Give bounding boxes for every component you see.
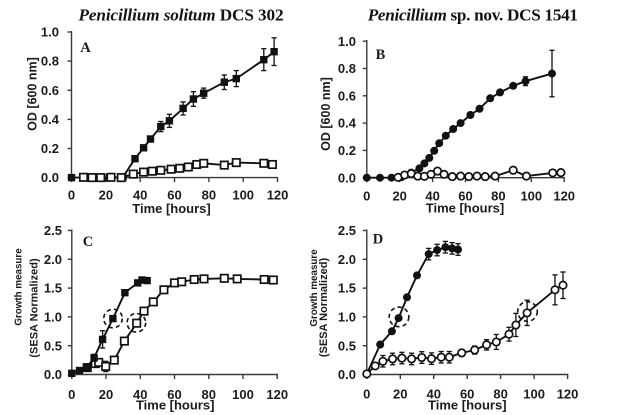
- svg-text:120: 120: [553, 188, 575, 203]
- svg-text:0.0: 0.0: [44, 367, 62, 382]
- svg-text:D: D: [373, 232, 383, 248]
- svg-text:60: 60: [460, 387, 474, 402]
- svg-text:0.6: 0.6: [338, 88, 356, 103]
- svg-text:2.5: 2.5: [44, 223, 62, 238]
- svg-text:A: A: [80, 40, 91, 56]
- svg-text:20: 20: [99, 188, 113, 203]
- svg-text:80: 80: [493, 387, 507, 402]
- svg-text:(SESA Normalized): (SESA Normalized): [29, 258, 41, 358]
- svg-text:0.4: 0.4: [41, 112, 60, 127]
- svg-text:40: 40: [425, 188, 439, 203]
- svg-text:60: 60: [167, 188, 181, 203]
- svg-text:100: 100: [520, 188, 542, 203]
- svg-text:0: 0: [68, 387, 75, 402]
- svg-text:C: C: [83, 234, 93, 250]
- svg-text:20: 20: [393, 387, 407, 402]
- svg-text:Time [hours]: Time [hours]: [428, 397, 507, 412]
- svg-text:0.0: 0.0: [338, 367, 356, 382]
- svg-text:Time [hours]: Time [hours]: [136, 397, 215, 412]
- svg-text:Penicillium solitum DCS 302: Penicillium solitum DCS 302: [77, 5, 283, 24]
- svg-text:2.0: 2.0: [338, 252, 356, 267]
- svg-text:Time [hours]: Time [hours]: [426, 200, 505, 215]
- svg-text:0.2: 0.2: [41, 141, 59, 156]
- svg-text:Time [hours]: Time [hours]: [132, 201, 211, 216]
- svg-text:Penicillium sp. nov. DCS 1541: Penicillium sp. nov. DCS 1541: [367, 5, 578, 24]
- svg-text:0: 0: [68, 188, 75, 203]
- svg-text:40: 40: [133, 387, 147, 402]
- svg-text:0.5: 0.5: [44, 338, 62, 353]
- svg-text:1.0: 1.0: [338, 34, 356, 49]
- svg-text:0: 0: [363, 387, 370, 402]
- svg-text:120: 120: [266, 387, 288, 402]
- svg-text:B: B: [376, 47, 386, 63]
- svg-text:0.2: 0.2: [338, 143, 356, 158]
- svg-text:40: 40: [133, 188, 147, 203]
- svg-text:1.5: 1.5: [338, 281, 356, 296]
- svg-text:(SESA Normalized): (SESA Normalized): [318, 258, 330, 358]
- svg-text:0.6: 0.6: [41, 83, 59, 98]
- svg-text:0.5: 0.5: [338, 338, 356, 353]
- svg-text:0.0: 0.0: [41, 170, 59, 185]
- svg-text:1.5: 1.5: [44, 281, 62, 296]
- svg-text:0: 0: [363, 188, 370, 203]
- svg-text:100: 100: [232, 188, 254, 203]
- svg-text:2.0: 2.0: [44, 252, 62, 267]
- svg-text:40: 40: [426, 387, 440, 402]
- svg-text:1.0: 1.0: [41, 25, 59, 40]
- svg-text:100: 100: [232, 387, 254, 402]
- svg-text:60: 60: [167, 387, 181, 402]
- svg-text:0.4: 0.4: [338, 116, 357, 131]
- svg-text:20: 20: [99, 387, 113, 402]
- svg-text:80: 80: [491, 188, 505, 203]
- svg-text:120: 120: [267, 188, 289, 203]
- svg-text:100: 100: [523, 387, 545, 402]
- svg-text:0.0: 0.0: [338, 170, 356, 185]
- svg-text:120: 120: [557, 387, 579, 402]
- svg-text:2.5: 2.5: [338, 223, 356, 238]
- svg-text:Growth measure: Growth measure: [309, 249, 320, 327]
- svg-text:1.0: 1.0: [338, 310, 356, 325]
- svg-text:80: 80: [202, 387, 216, 402]
- svg-text:0.8: 0.8: [41, 54, 59, 69]
- svg-text:80: 80: [202, 188, 216, 203]
- svg-text:20: 20: [392, 188, 406, 203]
- svg-text:0.8: 0.8: [338, 61, 356, 76]
- svg-text:Growth measure: Growth measure: [13, 248, 24, 326]
- svg-text:60: 60: [458, 188, 472, 203]
- svg-text:1.0: 1.0: [44, 310, 62, 325]
- svg-text:OD [600 nm]: OD [600 nm]: [26, 57, 40, 131]
- svg-text:OD [600 nm]: OD [600 nm]: [319, 77, 333, 151]
